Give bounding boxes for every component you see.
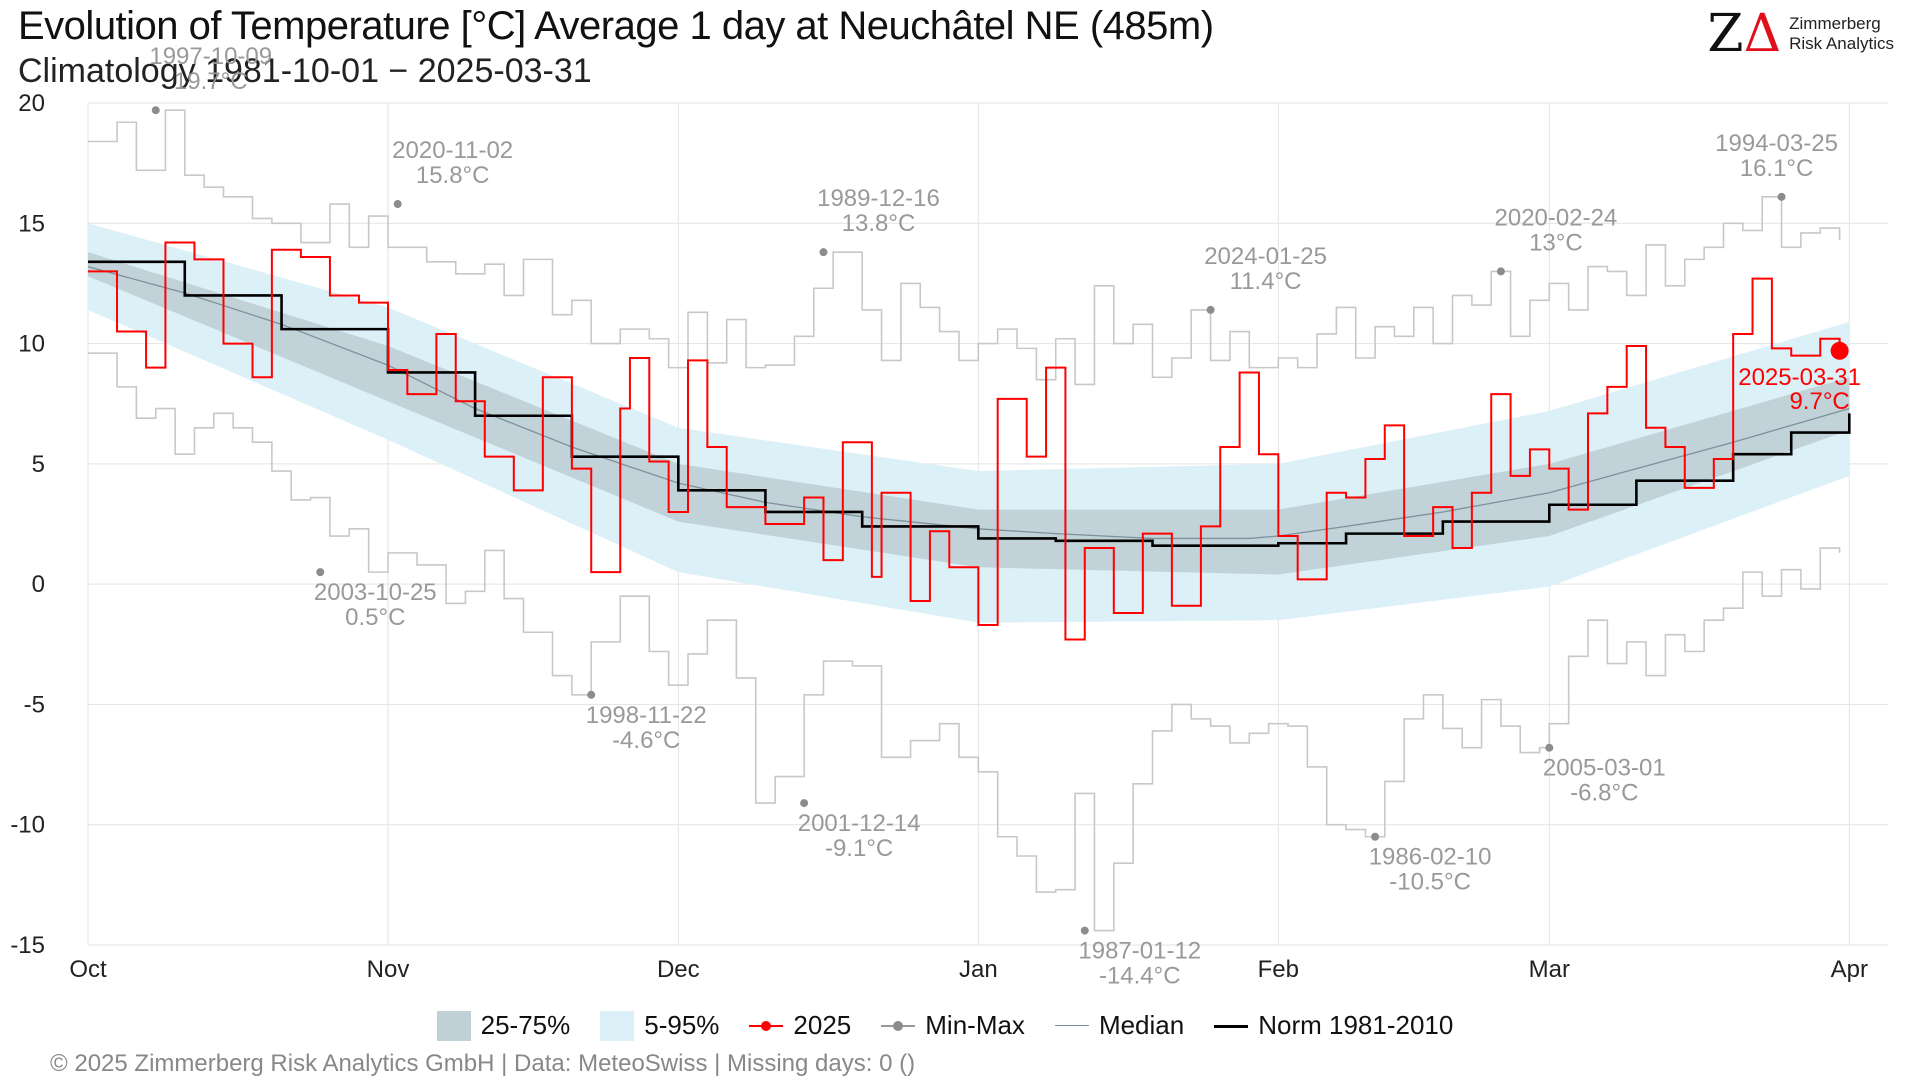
x-tick-label: Feb [1258,956,1299,983]
record-marker [316,568,325,577]
logo-mark: ZΔ [1707,4,1782,64]
annotation-date: 2003-10-25 [314,579,437,606]
legend-label-norm: Norm 1981-2010 [1258,1010,1454,1040]
legend-label-iqr: 25-75% [480,1010,571,1040]
annotation-value: 9.7°C [1789,388,1849,415]
annotation-value: 15.8°C [416,162,490,189]
annotation-value: -9.1°C [825,835,893,862]
y-tick-label: -15 [10,932,45,959]
annotation-date: 2005-03-01 [1543,755,1666,782]
annotation-value: 13.8°C [842,210,916,237]
record-marker [1206,305,1215,314]
logo-line2: Risk Analytics [1789,34,1894,53]
record-marker [1545,743,1554,752]
annotation-date: 1989-12-16 [817,185,940,212]
record-min-line [88,352,1841,932]
logo-line1: Zimmerberg [1789,14,1881,33]
y-tick-label: 5 [32,451,45,478]
record-marker [819,248,828,257]
annotation-date: 1998-11-22 [586,702,707,729]
annotation-date: 1997-10-09 [149,43,272,70]
company-logo: ZΔ Zimmerberg Risk Analytics [1707,8,1894,60]
legend-swatch-minmax [881,1011,916,1041]
legend-item-current: 2025 [749,1010,851,1041]
chart-title: Evolution of Temperature [°C] Average 1 … [18,4,1214,48]
record-max-line [88,109,1841,386]
legend-swatch-current [749,1011,784,1041]
legend-label-current: 2025 [793,1010,852,1040]
record-marker [393,200,402,209]
y-tick-label: 20 [18,90,45,117]
logo-text: Zimmerberg Risk Analytics [1789,14,1894,54]
record-marker [1371,832,1380,841]
annotation-value: -14.4°C [1099,963,1181,990]
legend-item-p5-95: 5-95% [600,1010,719,1041]
annotation-value: 16.1°C [1740,155,1814,182]
annotation-date: 2025-03-31 [1738,364,1861,391]
annotation-date: 2024-01-25 [1204,243,1327,270]
annotation-date: 2001-12-14 [798,810,921,837]
norm-line [88,260,1851,547]
y-tick-label: -5 [24,691,45,718]
annotation-date: 2020-11-02 [392,137,513,164]
legend-swatch-norm [1214,1011,1249,1041]
current-year-line [88,241,1841,641]
legend: 25-75% 5-95% 2025 Min-Max Median Norm 19… [0,1010,1920,1041]
annotation-date: 1987-01-12 [1078,938,1201,965]
y-tick-label: 10 [18,331,45,358]
annotation-date: 1986-02-10 [1369,844,1492,871]
annotation-date: 2020-02-24 [1495,204,1618,231]
annotation-value: 13°C [1529,229,1583,256]
legend-label-p5-95: 5-95% [644,1010,720,1040]
legend-swatch-median [1054,1011,1089,1041]
x-tick-label: Nov [367,956,410,983]
record-marker [151,106,160,115]
legend-swatch-iqr [436,1010,471,1041]
chart-subtitle: Climatology 1981-10-01 − 2025-03-31 [18,52,592,90]
temperature-chart: 20 15 10 5 0 -5 -10 -15 Oct Nov Dec Jan Feb Mar Apr 199… [10,43,1888,990]
current-value-marker [1830,341,1849,360]
record-marker [1777,192,1786,201]
x-tick-label: Oct [69,956,107,983]
median-line [87,265,1850,540]
y-tick-label: 0 [32,571,45,598]
annotation-value: -10.5°C [1389,869,1471,896]
band-iqr [88,252,1850,575]
legend-label-median: Median [1098,1010,1185,1040]
legend-swatch-p5-95 [600,1010,635,1041]
x-tick-label: Mar [1529,956,1570,983]
x-tick-label: Jan [959,956,998,983]
y-tick-label: 15 [18,210,45,237]
legend-item-iqr: 25-75% [436,1010,571,1041]
record-marker [1496,267,1505,276]
footer-credits: © 2025 Zimmerberg Risk Analytics GmbH | … [50,1050,916,1077]
annotation-value: -4.6°C [612,727,680,754]
legend-item-median: Median [1054,1010,1185,1041]
annotation-value: 19.7°C [174,68,248,95]
annotation-value: -6.8°C [1570,780,1638,807]
x-tick-label: Dec [657,956,700,983]
annotation-date: 1994-03-25 [1715,130,1838,157]
record-marker [1080,926,1089,935]
annotation-value: 0.5°C [345,604,405,631]
x-tick-label: Apr [1831,956,1868,983]
y-tick-label: -10 [10,812,45,839]
legend-item-norm: Norm 1981-2010 [1214,1010,1453,1041]
legend-label-minmax: Min-Max [925,1010,1025,1040]
record-marker [587,690,596,699]
record-marker [800,799,809,808]
annotation-value: 11.4°C [1230,268,1302,295]
legend-item-minmax: Min-Max [881,1010,1025,1041]
